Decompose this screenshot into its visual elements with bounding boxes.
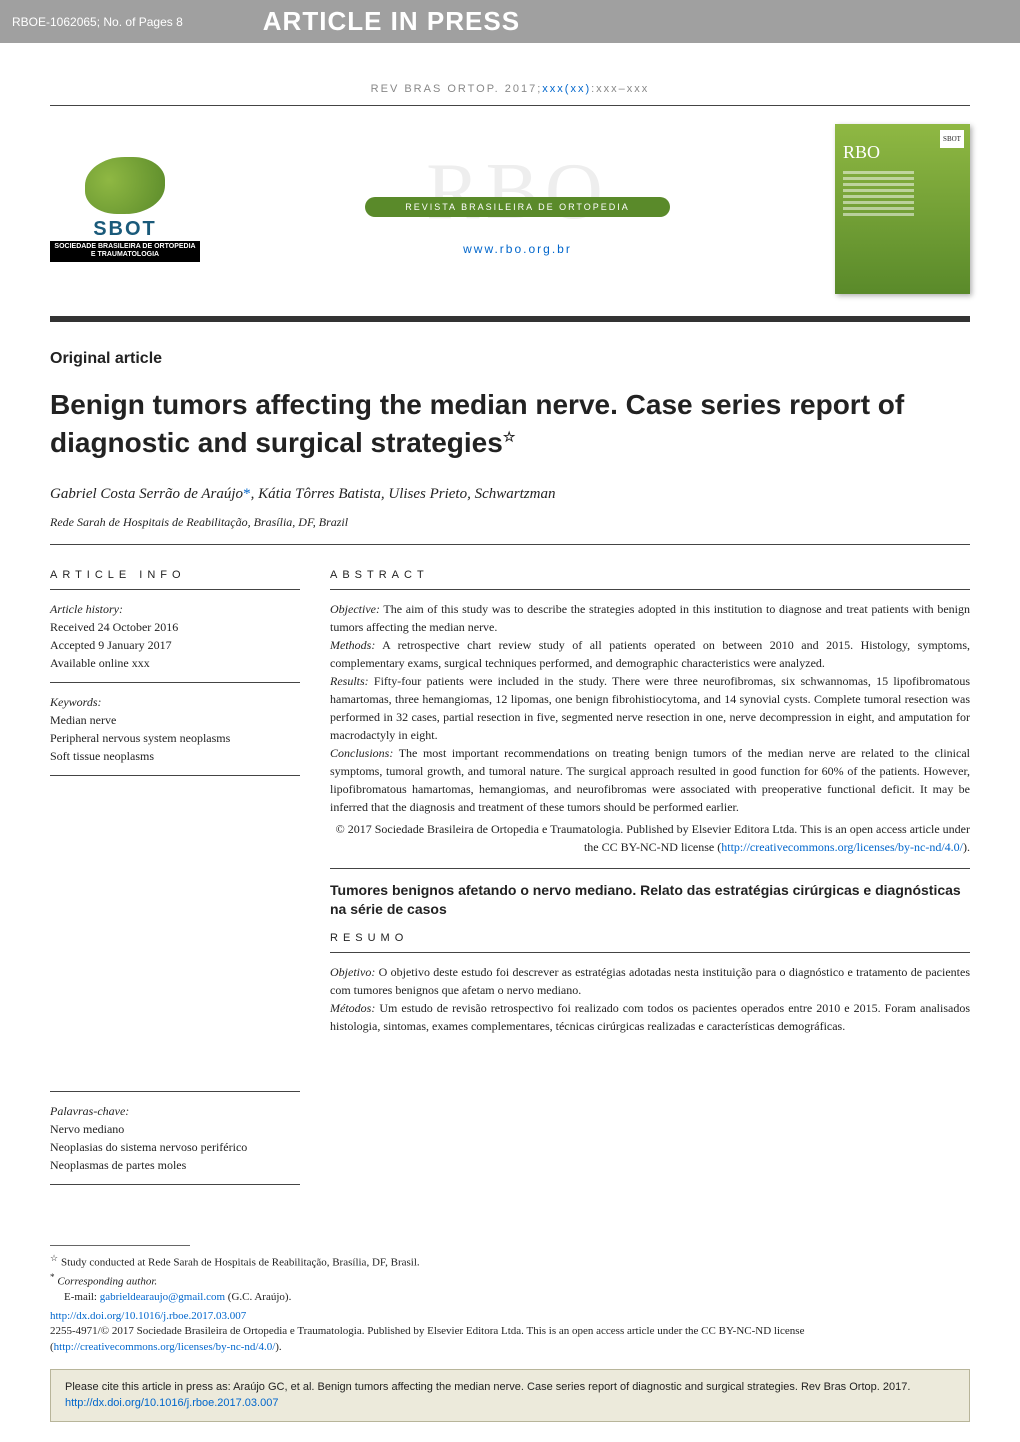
article-title: Benign tumors affecting the median nerve… bbox=[50, 386, 970, 462]
corresponding-note: Corresponding author. bbox=[55, 1275, 158, 1287]
copyright-close: ). bbox=[963, 840, 970, 854]
email-label: E-mail: bbox=[64, 1291, 100, 1303]
methods-label: Methods: bbox=[330, 638, 375, 652]
rev-year: 2017; bbox=[505, 83, 543, 95]
journal-cover-thumbnail: SBOT RBO bbox=[835, 124, 970, 294]
footnotes-block: ☆ Study conducted at Rede Sarah de Hospi… bbox=[50, 1252, 970, 1305]
affiliation: Rede Sarah de Hospitais de Reabilitação,… bbox=[50, 515, 970, 545]
rev-prefix: REV BRAS ORTOP. bbox=[371, 83, 505, 95]
cite-doi-link[interactable]: http://dx.doi.org/10.1016/j.rboe.2017.03… bbox=[65, 1397, 278, 1409]
history-accepted: Accepted 9 January 2017 bbox=[50, 636, 300, 654]
objective-text: The aim of this study was to describe th… bbox=[330, 602, 970, 634]
article-info-column: article info Article history: Received 2… bbox=[50, 569, 300, 1195]
issn-close: ). bbox=[275, 1341, 281, 1353]
sbot-mark-icon bbox=[85, 157, 165, 214]
article-history-block: Article history: Received 24 October 201… bbox=[50, 600, 300, 683]
rbo-watermark: RBO bbox=[426, 147, 609, 238]
abstract-column: abstract Objective: The aim of this stud… bbox=[330, 569, 970, 1195]
objective-label: Objective: bbox=[330, 602, 380, 616]
objetivo-text: O objetivo deste estudo foi descrever as… bbox=[330, 965, 970, 997]
author-1: Gabriel Costa Serrão de Araújo bbox=[50, 486, 243, 502]
star-marker: ☆ bbox=[50, 1253, 58, 1263]
title-footnote-marker: ☆ bbox=[503, 428, 516, 444]
journal-name-pill: REVISTA BRASILEIRA DE ORTOPEDIA bbox=[365, 197, 670, 217]
keyword-pt: Neoplasias do sistema nervoso periférico bbox=[50, 1138, 300, 1156]
pt-title: Tumores benignos afetando o nervo median… bbox=[330, 881, 970, 920]
doi-block: http://dx.doi.org/10.1016/j.rboe.2017.03… bbox=[50, 1309, 970, 1355]
history-label: Article history: bbox=[50, 600, 300, 618]
resumo-heading: resumo bbox=[330, 932, 970, 953]
article-type: Original article bbox=[50, 350, 970, 368]
cc-license-link[interactable]: http://creativecommons.org/licenses/by-n… bbox=[721, 840, 963, 854]
footnote-rule bbox=[50, 1245, 190, 1252]
authors-rest: , Kátia Tôrres Batista, Ulises Prieto, S… bbox=[251, 486, 556, 502]
aip-label: ARTICLE IN PRESS bbox=[263, 6, 520, 37]
masthead-center: RBO REVISTA BRASILEIRA DE ORTOPEDIA www.… bbox=[200, 157, 835, 262]
star-note: Study conducted at Rede Sarah de Hospita… bbox=[58, 1256, 419, 1268]
corresponding-marker[interactable]: * bbox=[243, 486, 251, 502]
keyword-en: Soft tissue neoplasms bbox=[50, 747, 300, 765]
abstract-pt: Objetivo: O objetivo deste estudo foi de… bbox=[330, 963, 970, 1035]
abstract-en: Objective: The aim of this study was to … bbox=[330, 600, 970, 856]
results-label: Results: bbox=[330, 674, 369, 688]
results-text: Fifty-four patients were included in the… bbox=[330, 674, 970, 742]
conclusions-label: Conclusions: bbox=[330, 746, 393, 760]
journal-masthead: SBOT SOCIEDADE BRASILEIRA DE ORTOPEDIA E… bbox=[50, 106, 970, 322]
objetivo-label: Objetivo: bbox=[330, 965, 375, 979]
metodos-label: Métodos: bbox=[330, 1001, 375, 1015]
doi-link[interactable]: http://dx.doi.org/10.1016/j.rboe.2017.03… bbox=[50, 1310, 246, 1322]
sbot-logo: SBOT SOCIEDADE BRASILEIRA DE ORTOPEDIA E… bbox=[50, 157, 200, 262]
keywords-pt-label: Palavras-chave: bbox=[50, 1102, 300, 1120]
email-suffix: (G.C. Araújo). bbox=[225, 1291, 291, 1303]
history-online: Available online xxx bbox=[50, 654, 300, 672]
methods-text: A retrospective chart review study of al… bbox=[330, 638, 970, 670]
title-text: Benign tumors affecting the median nerve… bbox=[50, 389, 904, 458]
rev-vol-link[interactable]: xxx(xx) bbox=[542, 83, 591, 95]
rev-pages: :xxx–xxx bbox=[591, 83, 649, 95]
article-in-press-banner: RBOE-1062065; No. of Pages 8 ARTICLE IN … bbox=[0, 0, 1020, 43]
copyright-en: © 2017 Sociedade Brasileira de Ortopedia… bbox=[330, 820, 970, 856]
keyword-pt: Neoplasmas de partes moles bbox=[50, 1156, 300, 1174]
keyword-pt: Nervo mediano bbox=[50, 1120, 300, 1138]
keywords-en-block: Keywords: Median nerve Peripheral nervou… bbox=[50, 693, 300, 776]
sbot-text: SBOT bbox=[93, 218, 157, 241]
keyword-en: Peripheral nervous system neoplasms bbox=[50, 729, 300, 747]
journal-url-link[interactable]: www.rbo.org.br bbox=[463, 242, 572, 256]
authors-line: Gabriel Costa Serrão de Araújo*, Kátia T… bbox=[50, 486, 970, 503]
model-ref: RBOE-1062065; No. of Pages 8 bbox=[12, 15, 183, 29]
cc-license-link-footer[interactable]: http://creativecommons.org/licenses/by-n… bbox=[54, 1341, 276, 1353]
cover-lines-icon bbox=[835, 167, 970, 223]
author-email-link[interactable]: gabrieldearaujo@gmail.com bbox=[100, 1291, 225, 1303]
cite-text: Please cite this article in press as: Ar… bbox=[65, 1381, 910, 1393]
cite-box: Please cite this article in press as: Ar… bbox=[50, 1369, 970, 1422]
keywords-pt-block: Palavras-chave: Nervo mediano Neoplasias… bbox=[50, 1091, 300, 1185]
keywords-en-label: Keywords: bbox=[50, 693, 300, 711]
metodos-text: Um estudo de revisão retrospectivo foi r… bbox=[330, 1001, 970, 1033]
divider bbox=[330, 868, 970, 869]
conclusions-text: The most important recommendations on tr… bbox=[330, 746, 970, 814]
article-info-heading: article info bbox=[50, 569, 300, 590]
keyword-en: Median nerve bbox=[50, 711, 300, 729]
abstract-heading: abstract bbox=[330, 569, 970, 590]
history-received: Received 24 October 2016 bbox=[50, 618, 300, 636]
cover-badge: SBOT bbox=[940, 130, 964, 148]
sbot-subtitle: SOCIEDADE BRASILEIRA DE ORTOPEDIA E TRAU… bbox=[50, 241, 200, 262]
journal-citation-line: REV BRAS ORTOP. 2017;xxx(xx):xxx–xxx bbox=[50, 73, 970, 105]
